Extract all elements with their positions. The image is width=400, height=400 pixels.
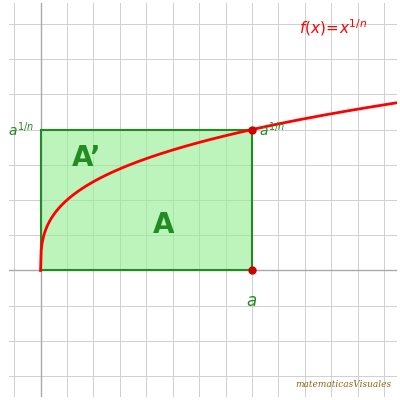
Bar bbox=[40, 130, 252, 270]
Text: $f(x)\!=\!x^{1/n}$: $f(x)\!=\!x^{1/n}$ bbox=[300, 17, 368, 38]
Text: A: A bbox=[152, 211, 174, 239]
Text: matematicasVisuales: matematicasVisuales bbox=[296, 380, 392, 389]
Text: $a$: $a$ bbox=[246, 292, 258, 310]
Text: $a^{1/n}$: $a^{1/n}$ bbox=[8, 120, 34, 139]
Text: $a^{1/n}$: $a^{1/n}$ bbox=[258, 120, 285, 139]
Text: A’: A’ bbox=[72, 144, 102, 172]
